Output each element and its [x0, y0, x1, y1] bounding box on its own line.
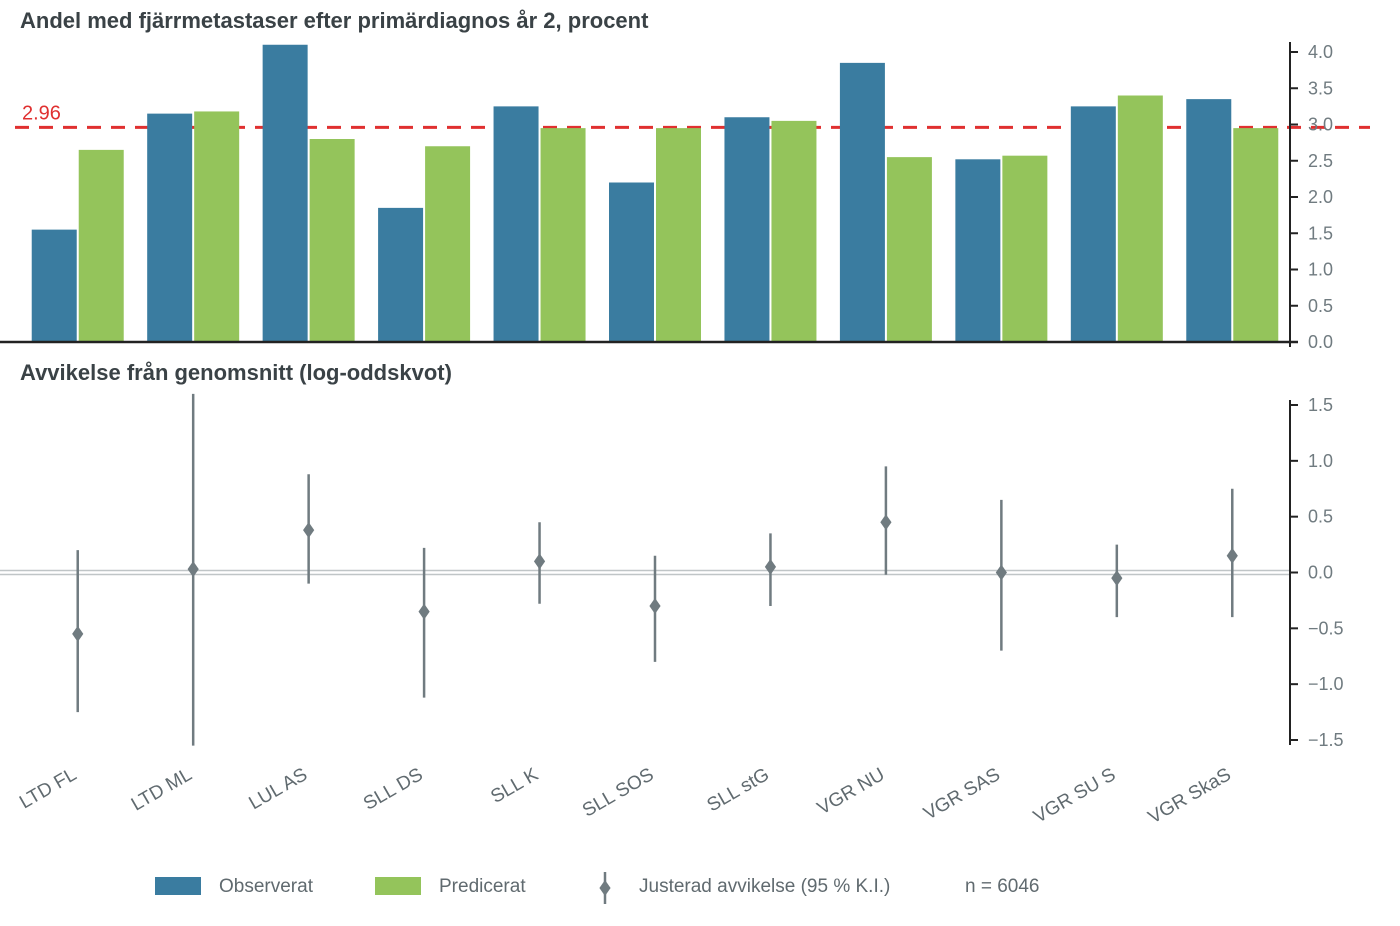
bottom-ytick-label: 0.0 [1308, 563, 1333, 583]
reference-line-label: 2.96 [22, 102, 61, 124]
bottom-ytick-label: −1.5 [1308, 730, 1344, 750]
deviation-diamond-icon [880, 514, 891, 530]
bar-predicted [656, 128, 701, 342]
bottom-chart-title: Avvikelse från genomsnitt (log-oddskvot) [20, 360, 452, 385]
legend-observed-swatch [155, 877, 201, 895]
bar-predicted [1118, 96, 1163, 343]
bar-observed [609, 183, 654, 343]
bar-observed [955, 159, 1000, 342]
category-label-text: SLL stG [704, 764, 773, 816]
top-ytick-label: 2.0 [1308, 187, 1333, 207]
bottom-ytick-label: −1.0 [1308, 674, 1344, 694]
category-label: SLL stG [704, 764, 773, 816]
category-label: LUL AS [245, 764, 311, 814]
legend-deviation-icon [599, 880, 610, 896]
category-label: VGR SU S [1030, 764, 1119, 828]
legend-predicted-swatch [375, 877, 421, 895]
category-label-text: VGR SkaS [1145, 764, 1235, 828]
bottom-ytick-label: 1.0 [1308, 451, 1333, 471]
top-ytick-label: 0.5 [1308, 296, 1333, 316]
category-label-text: VGR SU S [1030, 764, 1119, 828]
bottom-ytick-label: −0.5 [1308, 618, 1344, 638]
category-label: VGR NU [814, 764, 889, 819]
category-label-text: VGR SAS [920, 764, 1004, 824]
category-label-text: VGR NU [814, 764, 889, 819]
bottom-ytick-label: 1.5 [1308, 395, 1333, 415]
bottom-ytick-label: 0.5 [1308, 507, 1333, 527]
top-ytick-label: 3.0 [1308, 115, 1333, 135]
bar-observed [378, 208, 423, 342]
bar-predicted [1233, 128, 1278, 342]
category-label-text: SLL SOS [579, 764, 657, 821]
category-label: VGR SkaS [1145, 764, 1235, 828]
deviation-diamond-icon [996, 565, 1007, 581]
bar-observed [263, 45, 308, 342]
legend-deviation-label: Justerad avvikelse (95 % K.I.) [639, 876, 890, 897]
bar-predicted [887, 157, 932, 342]
top-ytick-label: 1.5 [1308, 223, 1333, 243]
category-label: LTD FL [16, 764, 80, 813]
category-label: VGR SAS [920, 764, 1004, 824]
category-label-text: LTD FL [16, 764, 80, 813]
category-label-text: LTD ML [128, 764, 196, 815]
deviation-diamond-icon [303, 522, 314, 538]
bar-observed [1071, 106, 1116, 342]
bar-predicted [1002, 156, 1047, 342]
bar-predicted [79, 150, 124, 342]
deviation-diamond-icon [418, 604, 429, 620]
bar-predicted [310, 139, 355, 342]
bar-predicted [541, 128, 586, 342]
top-ytick-label: 2.5 [1308, 151, 1333, 171]
top-chart-title: Andel med fjärrmetastaser efter primärdi… [20, 8, 649, 33]
bar-predicted [194, 111, 239, 342]
legend-observed-label: Observerat [219, 876, 314, 897]
top-ytick-label: 0.0 [1308, 332, 1333, 352]
top-ytick-label: 3.5 [1308, 78, 1333, 98]
bar-predicted [425, 146, 470, 342]
category-label: SLL SOS [579, 764, 657, 821]
category-label-text: LUL AS [245, 764, 311, 814]
top-ytick-label: 1.0 [1308, 260, 1333, 280]
deviation-diamond-icon [1111, 570, 1122, 586]
deviation-diamond-icon [72, 626, 83, 642]
deviation-diamond-icon [765, 559, 776, 575]
category-label: SLL DS [360, 764, 427, 815]
bar-observed [724, 117, 769, 342]
category-label: LTD ML [128, 764, 196, 815]
bar-observed [840, 63, 885, 342]
deviation-diamond-icon [649, 598, 660, 614]
bar-observed [1186, 99, 1231, 342]
bar-observed [32, 230, 77, 342]
legend-predicted-label: Predicerat [439, 876, 526, 897]
legend-n-label: n = 6046 [965, 876, 1040, 897]
bar-observed [147, 114, 192, 342]
category-label-text: SLL K [487, 764, 542, 808]
deviation-diamond-icon [1227, 548, 1238, 564]
bar-predicted [771, 121, 816, 342]
bar-observed [494, 106, 539, 342]
category-label: SLL K [487, 764, 542, 808]
deviation-diamond-icon [534, 553, 545, 569]
top-ytick-label: 4.0 [1308, 42, 1333, 62]
category-label-text: SLL DS [360, 764, 427, 815]
